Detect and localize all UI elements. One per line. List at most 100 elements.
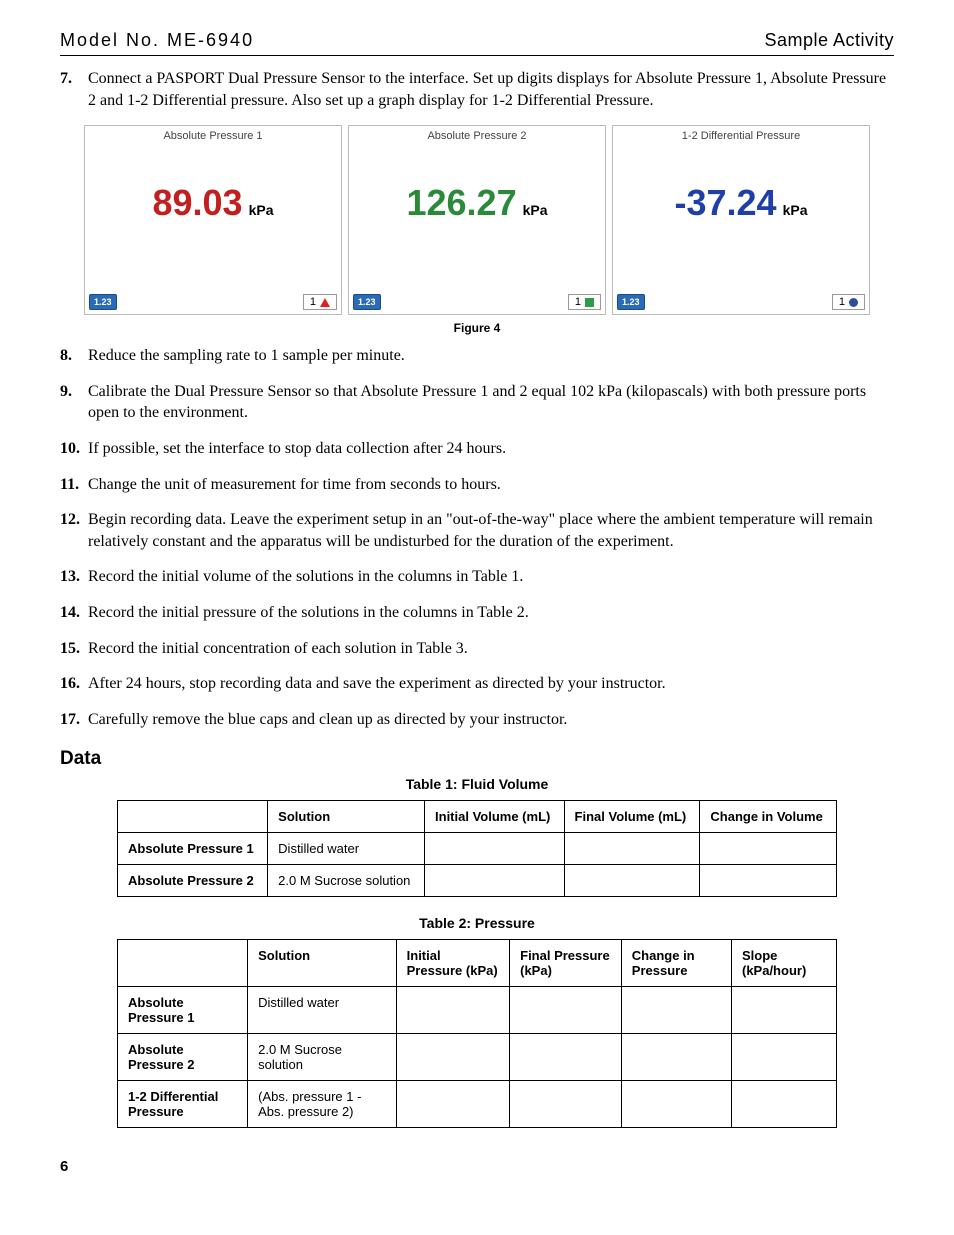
table-cell: (Abs. pressure 1 - Abs. pressure 2): [248, 1081, 397, 1128]
table-cell: [564, 865, 700, 897]
marker-number: 1: [839, 296, 845, 308]
step-16: 16. After 24 hours, stop recording data …: [60, 673, 894, 695]
step-text: Connect a PASPORT Dual Pressure Sensor t…: [88, 68, 894, 111]
step-text: Carefully remove the blue caps and clean…: [88, 709, 894, 731]
step-text: Begin recording data. Leave the experime…: [88, 509, 894, 552]
table-header-cell: [118, 940, 248, 987]
table-cell: [731, 987, 836, 1034]
step-num: 16.: [60, 673, 88, 695]
step-14: 14. Record the initial pressure of the s…: [60, 602, 894, 624]
table-fluid-volume: SolutionInitial Volume (mL)Final Volume …: [117, 800, 837, 897]
table-cell: Absolute Pressure 1: [118, 987, 248, 1034]
step-7: 7. Connect a PASPORT Dual Pressure Senso…: [60, 68, 894, 111]
page-number: 6: [60, 1158, 894, 1175]
table-row: Absolute Pressure 22.0 M Sucrose solutio…: [118, 1034, 837, 1081]
panel-title: 1-2 Differential Pressure: [613, 126, 869, 142]
table-cell: [510, 1034, 622, 1081]
table1-caption: Table 1: Fluid Volume: [60, 776, 894, 792]
table-row: Absolute Pressure 22.0 M Sucrose solutio…: [118, 865, 837, 897]
table-cell: Distilled water: [248, 987, 397, 1034]
table-cell: [396, 987, 509, 1034]
marker-number: 1: [575, 296, 581, 308]
panel-marker[interactable]: 1: [832, 294, 865, 310]
page-header: Model No. ME-6940 Sample Activity: [60, 30, 894, 56]
table-cell: [564, 833, 700, 865]
panel-footer: 1.23 1: [89, 294, 337, 310]
table2-caption: Table 2: Pressure: [60, 915, 894, 931]
table-header-cell: Change in Volume: [700, 801, 837, 833]
step-text: Record the initial concentration of each…: [88, 638, 894, 660]
header-model: Model No. ME-6940: [60, 30, 254, 51]
table-cell: [731, 1034, 836, 1081]
step-num: 14.: [60, 602, 88, 624]
table-cell: 2.0 M Sucrose solution: [248, 1034, 397, 1081]
step-text: Record the initial volume of the solutio…: [88, 566, 894, 588]
step-10: 10. If possible, set the interface to st…: [60, 438, 894, 460]
circle-icon: [849, 298, 858, 307]
panel-unit: kPa: [249, 202, 274, 218]
table-row: 1-2 Differential Pressure(Abs. pressure …: [118, 1081, 837, 1128]
step-num: 12.: [60, 509, 88, 552]
step-text: Calibrate the Dual Pressure Sensor so th…: [88, 381, 894, 424]
table-cell: 2.0 M Sucrose solution: [268, 865, 425, 897]
header-section: Sample Activity: [764, 30, 894, 51]
table-cell: [621, 1034, 731, 1081]
triangle-icon: [320, 298, 330, 307]
table-header-cell: Final Pressure (kPa): [510, 940, 622, 987]
step-text: Reduce the sampling rate to 1 sample per…: [88, 345, 894, 367]
table-cell: [425, 865, 565, 897]
step-12: 12. Begin recording data. Leave the expe…: [60, 509, 894, 552]
table-cell: [425, 833, 565, 865]
step-13: 13. Record the initial volume of the sol…: [60, 566, 894, 588]
panel-number: 89.03: [152, 182, 242, 224]
table-header-cell: [118, 801, 268, 833]
square-icon: [585, 298, 594, 307]
step-9: 9. Calibrate the Dual Pressure Sensor so…: [60, 381, 894, 424]
table-header-cell: Solution: [268, 801, 425, 833]
panel-unit: kPa: [783, 202, 808, 218]
panel-value: 126.27kPa: [349, 182, 605, 224]
step-num: 8.: [60, 345, 88, 367]
table-header-cell: Solution: [248, 940, 397, 987]
page: Model No. ME-6940 Sample Activity 7. Con…: [0, 0, 954, 1215]
digits-panel: Absolute Pressure 2 126.27kPa 1.23 1: [348, 125, 606, 315]
panel-title: Absolute Pressure 1: [85, 126, 341, 142]
panel-footer: 1.23 1: [617, 294, 865, 310]
step-11: 11. Change the unit of measurement for t…: [60, 474, 894, 496]
panel-tag[interactable]: 1.23: [353, 294, 381, 310]
table-cell: Absolute Pressure 2: [118, 865, 268, 897]
step-15: 15. Record the initial concentration of …: [60, 638, 894, 660]
table-cell: 1-2 Differential Pressure: [118, 1081, 248, 1128]
table-header-cell: Change in Pressure: [621, 940, 731, 987]
step-num: 7.: [60, 68, 88, 111]
table-cell: [621, 987, 731, 1034]
figure-caption: Figure 4: [84, 321, 870, 335]
table-pressure: SolutionInitial Pressure (kPa)Final Pres…: [117, 939, 837, 1128]
step-num: 9.: [60, 381, 88, 424]
table-header-cell: Final Volume (mL): [564, 801, 700, 833]
panel-number: -37.24: [675, 182, 777, 224]
table-cell: [396, 1081, 509, 1128]
table-cell: [510, 987, 622, 1034]
panel-marker[interactable]: 1: [303, 294, 337, 310]
marker-number: 1: [310, 296, 316, 308]
data-heading: Data: [60, 748, 894, 770]
panel-marker[interactable]: 1: [568, 294, 601, 310]
table-cell: Distilled water: [268, 833, 425, 865]
step-text: Record the initial pressure of the solut…: [88, 602, 894, 624]
step-num: 17.: [60, 709, 88, 731]
table-cell: [621, 1081, 731, 1128]
step-num: 13.: [60, 566, 88, 588]
table-cell: [700, 833, 837, 865]
table-cell: Absolute Pressure 1: [118, 833, 268, 865]
digits-panel: Absolute Pressure 1 89.03 kPa 1.23 1: [84, 125, 342, 315]
panel-tag[interactable]: 1.23: [89, 294, 117, 310]
table-row: Absolute Pressure 1Distilled water: [118, 833, 837, 865]
panel-number: 126.27: [406, 182, 516, 224]
panel-tag[interactable]: 1.23: [617, 294, 645, 310]
panel-title: Absolute Pressure 2: [349, 126, 605, 142]
step-17: 17. Carefully remove the blue caps and c…: [60, 709, 894, 731]
table-row: Absolute Pressure 1Distilled water: [118, 987, 837, 1034]
figure-4: Absolute Pressure 189.03kPa1.231Absolute…: [84, 125, 870, 335]
table-header-cell: Slope (kPa/hour): [731, 940, 836, 987]
